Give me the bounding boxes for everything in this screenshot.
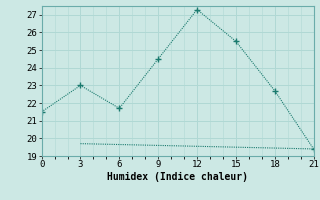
X-axis label: Humidex (Indice chaleur): Humidex (Indice chaleur) (107, 172, 248, 182)
